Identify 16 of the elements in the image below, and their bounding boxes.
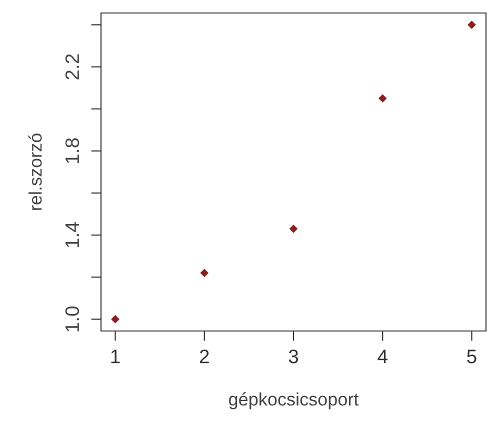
- y-axis-title: rel.szorzó: [28, 134, 42, 210]
- y-tick-label: 2.2: [65, 54, 79, 80]
- y-tick-label: 1.0: [65, 306, 80, 332]
- x-axis-title: gépkocsicsoport: [229, 392, 359, 410]
- x-tick-label: 4: [378, 350, 388, 364]
- y-tick-label: 1.8: [65, 138, 80, 163]
- point: [200, 268, 209, 278]
- y-tick-label: 1.4: [66, 222, 79, 248]
- point: [111, 315, 120, 324]
- x-tick-label: 3: [288, 350, 298, 364]
- x-tick-label: 5: [467, 350, 476, 364]
- point: [378, 94, 387, 103]
- x-tick-label: 1: [111, 350, 120, 364]
- point: [289, 224, 298, 233]
- x-tick-label: 2: [200, 350, 209, 364]
- point: [468, 20, 476, 29]
